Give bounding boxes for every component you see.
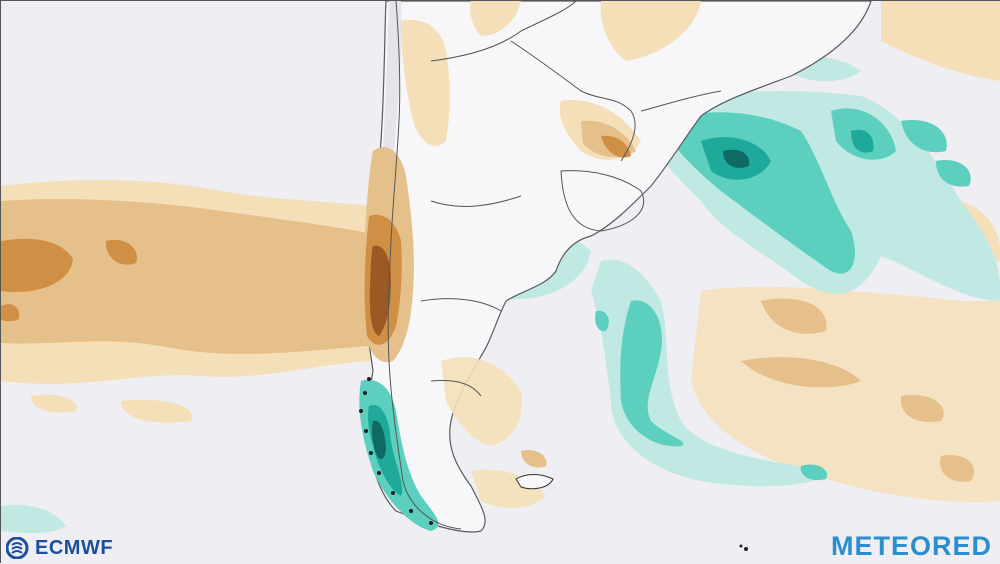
ecmwf-logo: ECMWF bbox=[6, 535, 113, 561]
ecmwf-logo-icon bbox=[6, 537, 29, 559]
falkland-islands bbox=[515, 474, 554, 490]
meteored-logo: METEORED bbox=[831, 531, 992, 561]
wet-anomaly-atlantic bbox=[641, 55, 1000, 301]
chilean-archipelago bbox=[359, 377, 748, 551]
country-borders bbox=[387, 1, 722, 530]
dry-anomaly-pacific bbox=[1, 179, 373, 423]
meteored-logo-text: METEORED bbox=[830, 530, 992, 561]
dry-anomaly-chile bbox=[362, 1, 701, 508]
ecmwf-logo-text: ECMWF bbox=[35, 536, 114, 559]
